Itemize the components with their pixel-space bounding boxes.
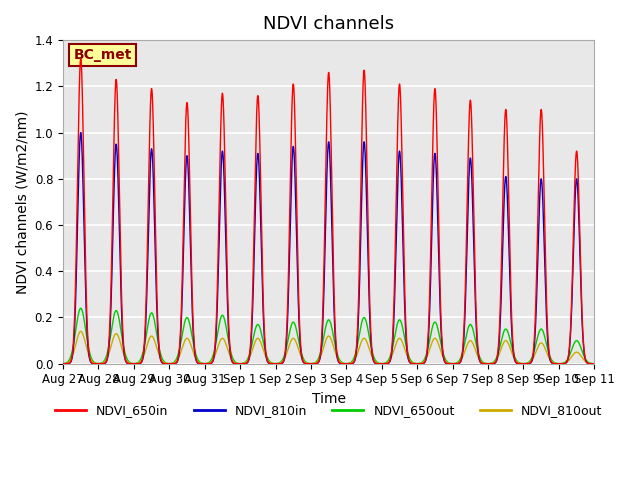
Y-axis label: NDVI channels (W/m2/nm): NDVI channels (W/m2/nm): [15, 110, 29, 294]
Text: BC_met: BC_met: [74, 48, 132, 62]
Title: NDVI channels: NDVI channels: [263, 15, 394, 33]
X-axis label: Time: Time: [312, 392, 346, 406]
Legend: NDVI_650in, NDVI_810in, NDVI_650out, NDVI_810out: NDVI_650in, NDVI_810in, NDVI_650out, NDV…: [50, 399, 607, 422]
